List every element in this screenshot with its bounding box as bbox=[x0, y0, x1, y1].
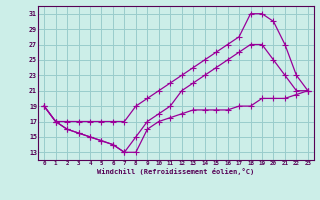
X-axis label: Windchill (Refroidissement éolien,°C): Windchill (Refroidissement éolien,°C) bbox=[97, 168, 255, 175]
